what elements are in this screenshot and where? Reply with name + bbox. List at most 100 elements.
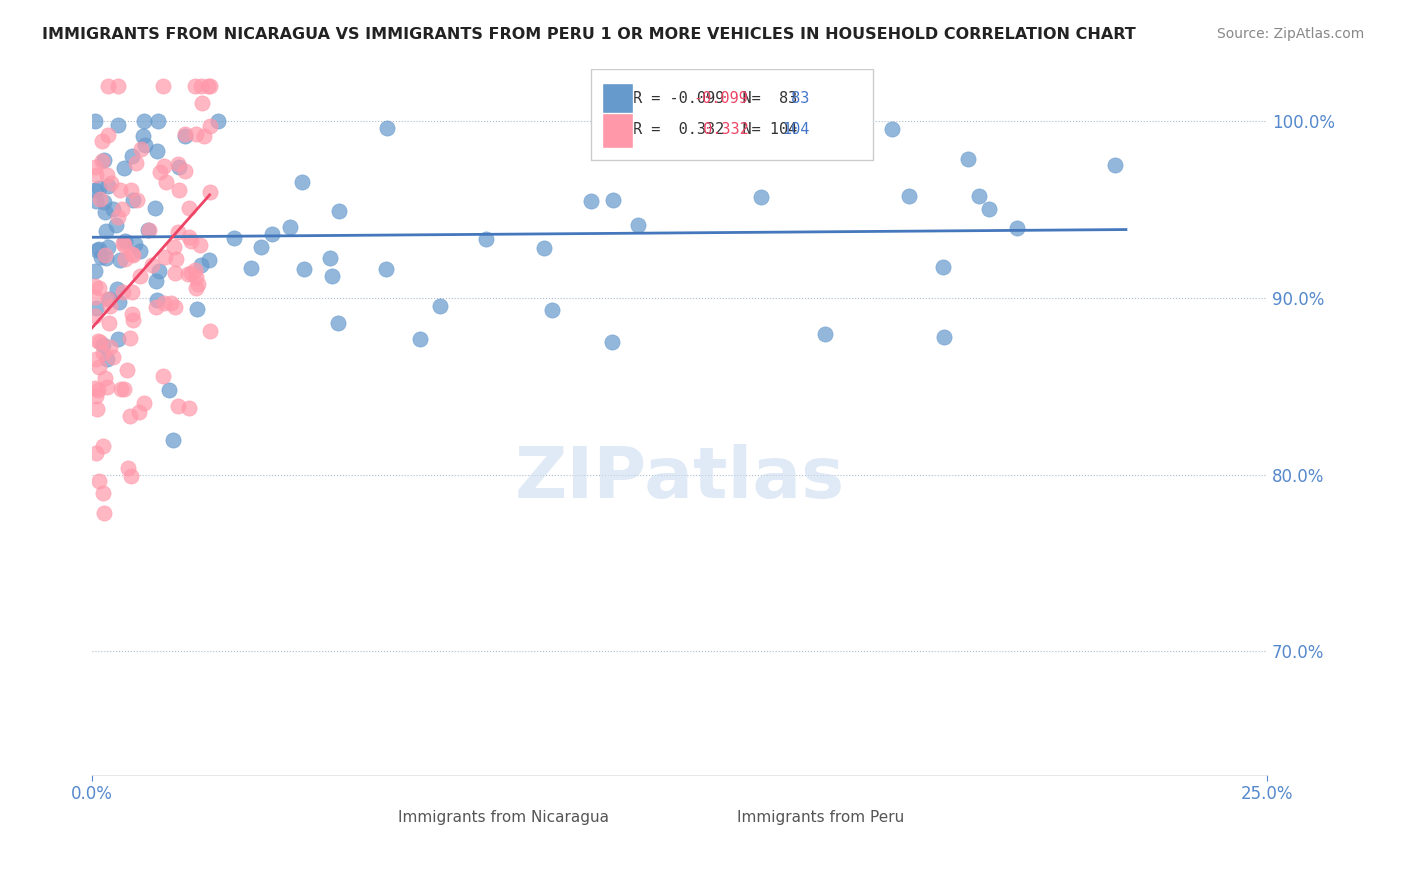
Point [193, 128, 215, 143]
Point [932, 260, 955, 274]
Point [129, 244, 152, 258]
Point [96, 224, 118, 238]
Point [93, 195, 115, 210]
Point [89, 334, 111, 349]
Point [97, 128, 120, 143]
Point [112, 238, 135, 252]
Point [128, 405, 150, 419]
Point [91, 337, 114, 351]
Point [1005, 221, 1028, 235]
Point [319, 251, 342, 265]
Point [184, 79, 207, 94]
Point [83, 114, 105, 128]
Point [90, 250, 112, 264]
Point [278, 220, 301, 235]
Point [207, 114, 229, 128]
Point [149, 165, 172, 179]
Point [93, 506, 115, 520]
Point [84, 389, 107, 403]
Point [87, 383, 110, 397]
Point [145, 300, 167, 314]
Point [166, 157, 188, 171]
Point [197, 79, 219, 94]
Point [152, 159, 174, 173]
Point [84, 381, 107, 395]
Point [533, 241, 555, 255]
Point [105, 218, 128, 232]
Point [136, 222, 159, 236]
Point [188, 238, 211, 252]
Point [146, 145, 169, 159]
Point [191, 96, 214, 111]
Point [83, 278, 105, 293]
Point [145, 293, 167, 307]
Point [198, 120, 221, 134]
Point [153, 250, 176, 264]
Point [174, 129, 197, 144]
Point [107, 210, 129, 224]
Point [107, 79, 129, 94]
Point [967, 189, 990, 203]
Point [110, 382, 132, 396]
Point [180, 235, 202, 249]
Point [103, 350, 125, 364]
Point [186, 127, 208, 141]
Point [174, 127, 197, 141]
Point [328, 203, 350, 218]
Point [932, 330, 955, 344]
Point [167, 160, 190, 174]
Point [146, 114, 169, 128]
Point [107, 119, 129, 133]
Point [87, 181, 110, 195]
Point [129, 269, 152, 284]
Point [86, 402, 108, 417]
Point [83, 160, 105, 174]
Point [184, 263, 207, 277]
Point [83, 290, 105, 304]
Point [93, 153, 115, 167]
FancyBboxPatch shape [602, 113, 633, 148]
Point [103, 202, 125, 217]
Point [129, 142, 152, 156]
Point [145, 274, 167, 288]
Point [121, 148, 143, 162]
Point [96, 352, 118, 367]
Point [87, 334, 110, 348]
Point [132, 128, 155, 143]
Point [239, 260, 262, 275]
Point [177, 401, 200, 415]
Point [166, 225, 188, 239]
Point [84, 194, 107, 208]
Point [121, 247, 143, 261]
Text: Source: ZipAtlas.com: Source: ZipAtlas.com [1216, 27, 1364, 41]
Point [112, 161, 135, 175]
Point [108, 183, 131, 197]
Point [91, 134, 114, 148]
Point [198, 79, 221, 94]
Point [86, 301, 108, 315]
Point [190, 258, 212, 272]
Point [626, 219, 648, 233]
Text: Immigrants from Nicaragua: Immigrants from Nicaragua [398, 810, 609, 824]
Point [153, 296, 176, 310]
Point [115, 363, 138, 377]
Point [84, 445, 107, 459]
Text: -0.099: -0.099 [693, 91, 748, 106]
Point [125, 156, 148, 170]
Point [97, 292, 120, 306]
Point [124, 237, 146, 252]
FancyBboxPatch shape [718, 805, 744, 830]
Point [83, 183, 105, 197]
Point [260, 227, 283, 241]
Point [132, 396, 155, 410]
Point [112, 383, 135, 397]
Point [98, 299, 121, 313]
Point [162, 434, 184, 448]
Point [157, 383, 180, 397]
Point [105, 282, 128, 296]
Point [96, 380, 118, 394]
Point [581, 194, 603, 208]
Point [148, 264, 170, 278]
Point [475, 232, 498, 246]
Point [83, 309, 105, 323]
